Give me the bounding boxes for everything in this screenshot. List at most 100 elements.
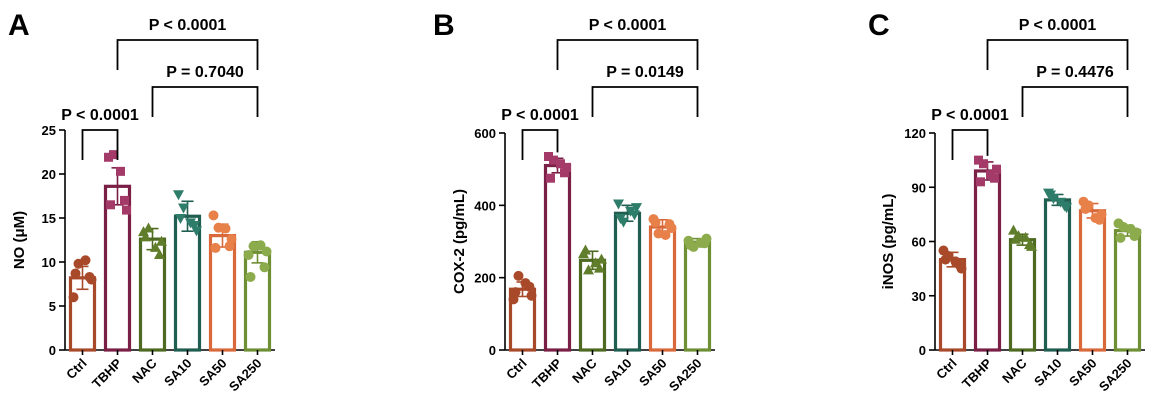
category-label: NAC — [569, 355, 600, 386]
data-point — [596, 253, 607, 264]
data-point — [685, 240, 696, 251]
data-point — [660, 229, 671, 240]
p-value-label: P < 0.0001 — [1019, 17, 1097, 34]
y-axis-label: NO (μM) — [11, 211, 28, 269]
data-point — [140, 231, 151, 242]
significance-bracket — [521, 129, 559, 160]
data-point — [666, 223, 677, 234]
panel-a: A 0 5 10 15 20 25 NO (μM) Ctrl TBHP NAC SA10 SA50SA2… — [8, 9, 275, 394]
panel-letter: A — [8, 9, 30, 42]
data-point — [590, 257, 601, 268]
y-tick-label: 120 — [904, 126, 926, 141]
data-point — [1008, 224, 1019, 235]
p-value-label: P < 0.0001 — [501, 107, 579, 124]
data-point — [1045, 190, 1056, 201]
p-value-label: P = 0.7040 — [166, 64, 244, 81]
data-point — [1080, 203, 1091, 214]
data-point — [245, 271, 256, 282]
data-point — [974, 155, 983, 165]
panel-letter: C — [868, 9, 890, 42]
data-point — [80, 255, 91, 266]
data-point — [104, 152, 113, 162]
significance-bracket — [81, 129, 119, 160]
data-point — [120, 195, 129, 205]
category-label: SA10 — [1031, 356, 1065, 390]
data-point — [520, 278, 531, 289]
data-point — [583, 264, 594, 275]
significance-bracket — [951, 129, 989, 160]
data-point — [156, 235, 167, 246]
data-point — [580, 244, 591, 255]
category-label: SA250 — [226, 356, 265, 395]
y-tick-label: 90 — [912, 180, 926, 195]
data-point — [191, 226, 202, 237]
data-point — [68, 292, 79, 303]
data-point — [650, 217, 661, 228]
significance-bracket — [1021, 86, 1129, 117]
significance-bracket — [556, 39, 699, 70]
data-point — [1010, 233, 1021, 244]
y-tick-label: 600 — [474, 126, 496, 141]
data-point — [510, 287, 521, 298]
data-point — [992, 164, 1001, 174]
data-point — [513, 270, 524, 281]
category-label: Ctrl — [933, 356, 959, 382]
y-axis-label: COX-2 (pg/mL) — [451, 189, 468, 294]
data-point — [615, 213, 626, 224]
data-point — [1061, 203, 1072, 214]
y-tick-label: 0 — [489, 343, 496, 358]
category-label: SA250 — [666, 356, 705, 395]
p-value-label: P < 0.0001 — [61, 107, 139, 124]
data-point — [613, 199, 624, 210]
data-point — [560, 168, 569, 178]
data-point — [220, 223, 231, 234]
bar-sa50 — [648, 225, 677, 352]
significance-bracket — [151, 86, 259, 117]
category-label: Ctrl — [503, 356, 529, 382]
p-value-label: P < 0.0001 — [931, 107, 1009, 124]
data-point — [556, 159, 565, 169]
data-point — [631, 203, 642, 214]
bar-sa250 — [683, 240, 712, 352]
bar-sa50 — [208, 234, 237, 352]
data-point — [1115, 232, 1126, 243]
significance-bracket — [986, 39, 1129, 70]
data-point — [625, 206, 636, 217]
data-point — [255, 240, 266, 251]
bar-tbhp — [973, 169, 1002, 352]
data-point — [70, 268, 81, 279]
y-tick-label: 400 — [474, 198, 496, 213]
bar-sa10 — [1043, 198, 1072, 352]
data-point — [116, 166, 125, 176]
data-point — [986, 170, 995, 180]
category-label: SA50 — [636, 356, 670, 390]
category-label: SA250 — [1096, 356, 1135, 395]
data-point — [178, 203, 189, 214]
data-point — [226, 234, 237, 245]
category-label: TBHP — [959, 355, 995, 391]
p-value-label: P = 0.0149 — [606, 64, 684, 81]
y-tick-label: 200 — [474, 271, 496, 286]
data-point — [1055, 197, 1066, 208]
data-point — [549, 155, 558, 165]
y-tick-label: 0 — [49, 343, 56, 358]
data-point — [950, 256, 961, 267]
panel-letter: B — [433, 9, 455, 42]
p-value-label: P = 0.4476 — [1036, 64, 1114, 81]
data-point — [173, 190, 184, 201]
data-point — [562, 162, 571, 172]
category-label: Ctrl — [63, 356, 89, 382]
data-point — [940, 254, 951, 265]
y-tick-label: 30 — [912, 289, 926, 304]
data-point — [976, 177, 985, 187]
data-point — [259, 262, 270, 273]
data-point — [546, 173, 555, 183]
data-point — [143, 222, 154, 233]
data-point — [979, 159, 988, 169]
data-point — [544, 152, 553, 162]
data-point — [185, 218, 196, 229]
category-label: NAC — [999, 355, 1030, 386]
data-point — [86, 274, 97, 285]
significance-bracket — [116, 39, 259, 70]
